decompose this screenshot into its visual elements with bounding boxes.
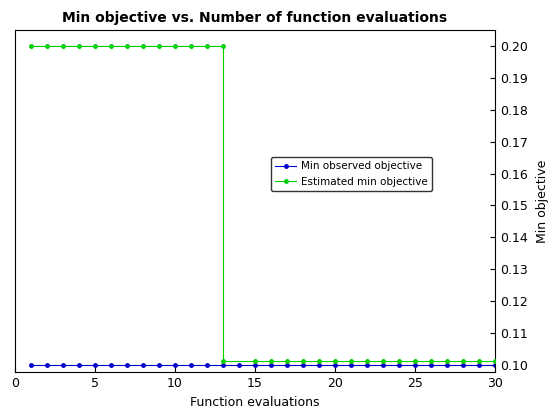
Line: Min observed objective: Min observed objective <box>27 361 498 368</box>
Y-axis label: Min objective: Min objective <box>536 160 549 243</box>
Line: Estimated min objective: Estimated min objective <box>27 43 498 365</box>
Min observed objective <box>60 362 67 367</box>
Min observed objective <box>44 362 50 367</box>
Min observed objective <box>316 362 323 367</box>
Estimated min objective <box>300 359 306 364</box>
Estimated min objective <box>348 359 354 364</box>
Min observed objective <box>380 362 386 367</box>
Estimated min objective <box>139 44 146 49</box>
Min observed objective <box>459 362 466 367</box>
Min observed objective <box>251 362 258 367</box>
Min observed objective <box>156 362 162 367</box>
Min observed objective <box>363 362 370 367</box>
Estimated min objective <box>380 359 386 364</box>
Min observed objective <box>395 362 402 367</box>
Min observed objective <box>124 362 130 367</box>
Min observed objective <box>475 362 482 367</box>
Estimated min objective <box>204 44 211 49</box>
Estimated min objective <box>332 359 338 364</box>
Min observed objective <box>28 362 35 367</box>
Min observed objective <box>444 362 450 367</box>
Min observed objective <box>172 362 179 367</box>
Estimated min objective <box>395 359 402 364</box>
Estimated min objective <box>124 44 130 49</box>
Estimated min objective <box>251 359 258 364</box>
Min observed objective <box>300 362 306 367</box>
Estimated min objective <box>44 44 50 49</box>
Estimated min objective <box>459 359 466 364</box>
Min observed objective <box>236 362 242 367</box>
Estimated min objective <box>220 359 226 364</box>
Min observed objective <box>188 362 194 367</box>
Min observed objective <box>348 362 354 367</box>
Min observed objective <box>412 362 418 367</box>
Estimated min objective <box>156 44 162 49</box>
Min observed objective <box>427 362 434 367</box>
Min observed objective <box>204 362 211 367</box>
Min observed objective <box>283 362 290 367</box>
Min observed objective <box>76 362 82 367</box>
Estimated min objective <box>427 359 434 364</box>
Estimated min objective <box>283 359 290 364</box>
Estimated min objective <box>60 44 67 49</box>
Min observed objective <box>332 362 338 367</box>
Estimated min objective <box>188 44 194 49</box>
Min observed objective <box>108 362 114 367</box>
Estimated min objective <box>220 44 226 49</box>
Min observed objective <box>92 362 99 367</box>
Estimated min objective <box>444 359 450 364</box>
Estimated min objective <box>363 359 370 364</box>
Estimated min objective <box>108 44 114 49</box>
Estimated min objective <box>76 44 82 49</box>
Estimated min objective <box>475 359 482 364</box>
Estimated min objective <box>172 44 179 49</box>
Title: Min objective vs. Number of function evaluations: Min objective vs. Number of function eva… <box>62 11 447 25</box>
Estimated min objective <box>412 359 418 364</box>
Min observed objective <box>492 362 498 367</box>
Estimated min objective <box>316 359 323 364</box>
Estimated min objective <box>492 359 498 364</box>
Min observed objective <box>220 362 226 367</box>
Min observed objective <box>268 362 274 367</box>
Min observed objective <box>139 362 146 367</box>
Estimated min objective <box>92 44 99 49</box>
Legend: Min observed objective, Estimated min objective: Min observed objective, Estimated min ob… <box>271 158 432 191</box>
Estimated min objective <box>28 44 35 49</box>
Estimated min objective <box>268 359 274 364</box>
X-axis label: Function evaluations: Function evaluations <box>190 396 320 409</box>
